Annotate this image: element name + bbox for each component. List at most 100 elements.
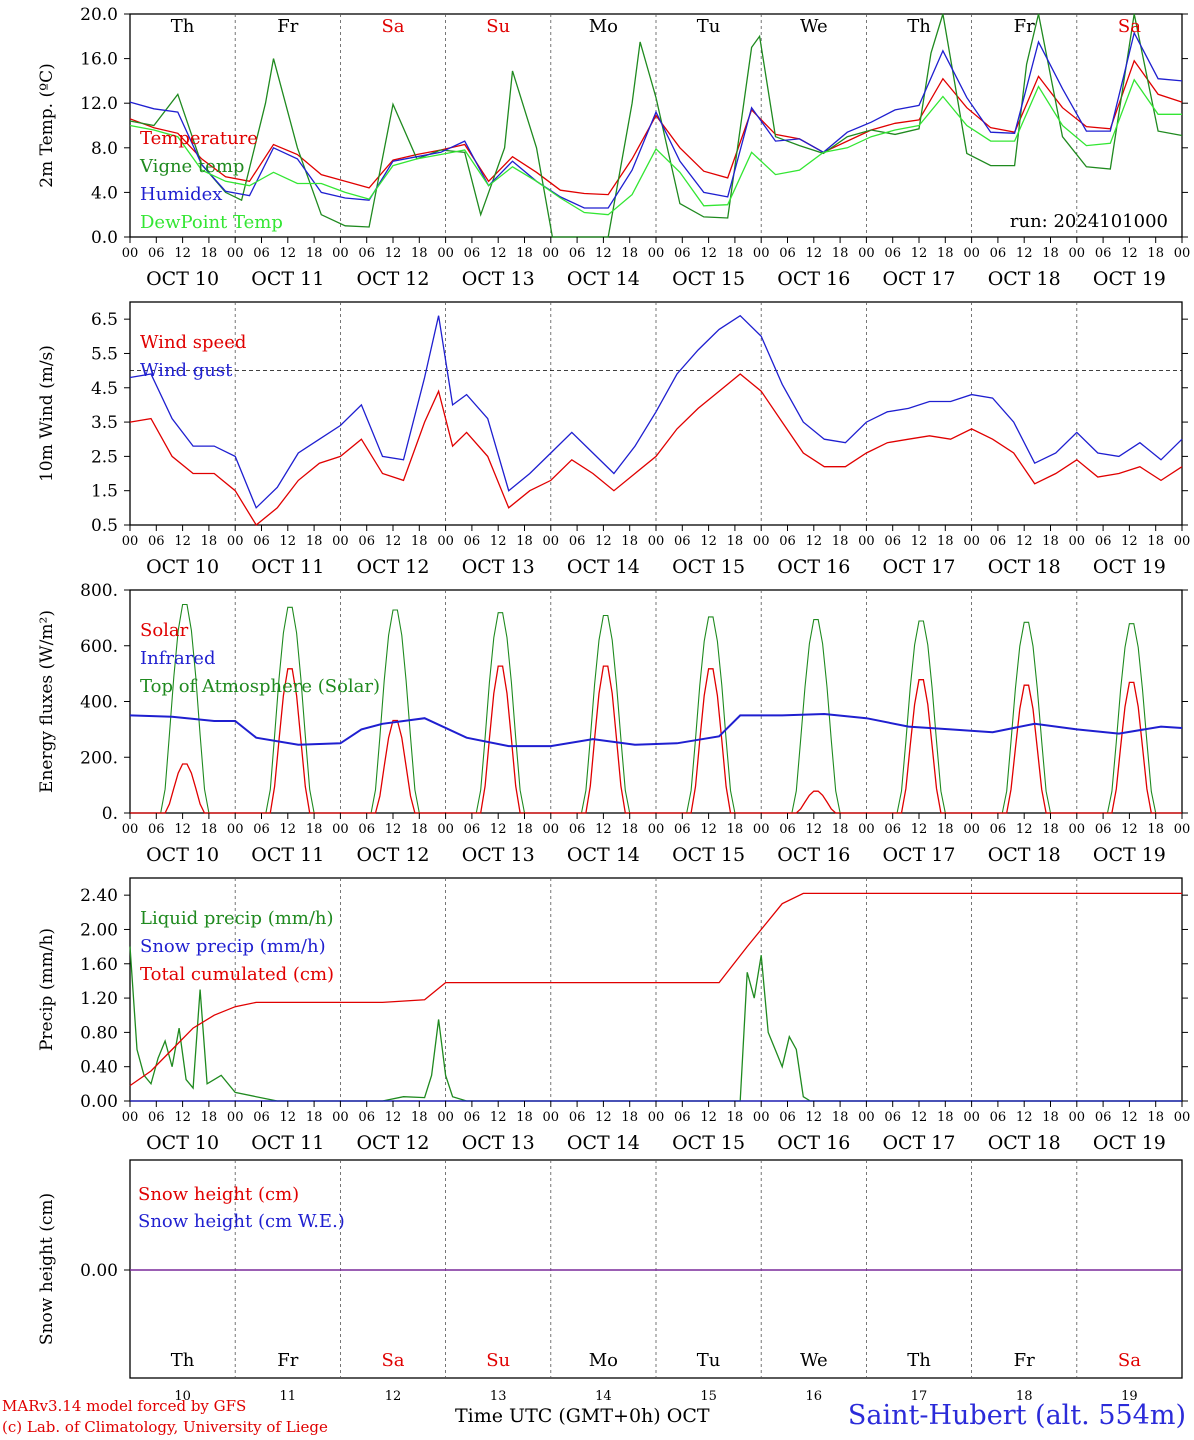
day-name: Su [486,16,510,37]
y-tick-label: 1.60 [80,955,118,975]
y-tick-label: 5.5 [91,344,118,364]
hour-tick-label: 06 [1095,1110,1112,1125]
date-label: OCT 13 [462,844,535,866]
date-label: OCT 13 [462,556,535,578]
hour-tick-label: 12 [490,534,507,549]
hour-tick-label: 00 [227,246,244,261]
hour-tick-label: 12 [1121,1110,1138,1125]
date-label: OCT 13 [462,1132,535,1154]
hour-tick-label: 18 [306,822,323,837]
hour-tick-label: 12 [911,1110,928,1125]
hour-tick-label: 00 [437,822,454,837]
hour-tick-label: 18 [411,534,428,549]
day-name: Sa [1118,16,1141,37]
hour-tick-label: 12 [280,1110,297,1125]
day-name: Sa [381,16,404,37]
hour-tick-label: 00 [1069,534,1086,549]
hour-tick-label: 06 [674,246,691,261]
hour-tick-label: 12 [806,246,823,261]
legend-entry: Snow height (cm W.E.) [138,1211,345,1232]
hour-tick-label: 12 [595,534,612,549]
y-axis-label: Precip (mm/h) [37,928,57,1051]
day-name: Th [171,16,195,37]
hour-tick-label: 12 [490,1110,507,1125]
legend-entry: Snow precip (mm/h) [140,936,326,957]
date-label: OCT 15 [672,556,745,578]
date-label: OCT 10 [146,1132,219,1154]
hour-tick-label: 06 [148,534,165,549]
date-label: OCT 16 [777,1132,850,1154]
date-label: OCT 15 [672,1132,745,1154]
hour-tick-label: 06 [674,534,691,549]
hour-tick-label: 18 [201,534,218,549]
panel-frame [129,13,1183,238]
y-tick-label: 2.5 [91,447,118,467]
hour-tick-label: 12 [1016,534,1033,549]
hour-tick-label: 06 [990,246,1007,261]
legend-entry: DewPoint Temp [140,212,283,233]
hour-tick-label: 00 [753,246,770,261]
hour-tick-label: 18 [1042,1110,1059,1125]
date-label: OCT 13 [462,268,535,290]
series-line [129,892,1182,1087]
y-axis-label: 2m Temp. (ºC) [37,63,57,188]
date-label: OCT 12 [356,1132,429,1154]
hour-tick-label: 18 [411,246,428,261]
hour-tick-label: 00 [543,1110,560,1125]
hour-tick-label: 06 [779,246,796,261]
day-name: Th [171,1350,195,1371]
hour-tick-label: 18 [516,534,533,549]
hour-tick-label: 18 [516,246,533,261]
legend-entry: Top of Atmosphere (Solar) [140,676,380,697]
date-label: OCT 12 [356,556,429,578]
hour-tick-label: 18 [621,822,638,837]
hour-tick-label: 00 [122,534,139,549]
day-number: 12 [385,1389,402,1404]
legend-entry: Solar [140,620,189,641]
month-label: OCT [666,1405,710,1427]
date-label: OCT 11 [251,844,324,866]
y-tick-label: 2.00 [80,920,118,940]
day-number: 15 [700,1389,717,1404]
hour-tick-label: 06 [884,822,901,837]
y-axis-label: Snow height (cm) [37,1193,57,1345]
date-label: OCT 17 [882,1132,955,1154]
hour-tick-label: 12 [700,822,717,837]
hour-tick-label: 00 [753,822,770,837]
hour-tick-label: 06 [1095,534,1112,549]
hour-tick-label: 06 [779,534,796,549]
y-tick-label: 0.00 [80,1092,118,1112]
hour-tick-label: 00 [1174,822,1191,837]
hour-tick-label: 18 [832,822,849,837]
hour-tick-label: 12 [385,534,402,549]
day-name: Th [907,16,931,37]
hour-tick-label: 18 [937,246,954,261]
hour-tick-label: 00 [963,534,980,549]
date-label: OCT 10 [146,844,219,866]
hour-tick-label: 12 [1016,1110,1033,1125]
hour-tick-label: 06 [674,1110,691,1125]
hour-tick-label: 06 [990,822,1007,837]
hour-tick-label: 12 [1121,822,1138,837]
hour-tick-label: 00 [963,246,980,261]
hour-tick-label: 18 [621,1110,638,1125]
series-line [129,78,1182,216]
series-line [129,59,1183,196]
date-label: OCT 17 [882,556,955,578]
hour-tick-label: 12 [490,822,507,837]
hour-tick-label: 00 [543,246,560,261]
hour-tick-label: 00 [1174,246,1191,261]
hour-tick-label: 12 [595,1110,612,1125]
hour-tick-label: 06 [253,1110,270,1125]
hour-tick-label: 18 [516,1110,533,1125]
hour-tick-label: 00 [1069,246,1086,261]
hour-tick-label: 12 [1016,246,1033,261]
hour-tick-label: 06 [779,822,796,837]
y-tick-label: 12.0 [80,94,118,114]
hour-tick-label: 12 [700,246,717,261]
date-label: OCT 14 [567,1132,640,1154]
y-tick-label: 1.5 [91,482,118,502]
hour-tick-label: 00 [963,1110,980,1125]
hour-tick-label: 06 [1095,246,1112,261]
